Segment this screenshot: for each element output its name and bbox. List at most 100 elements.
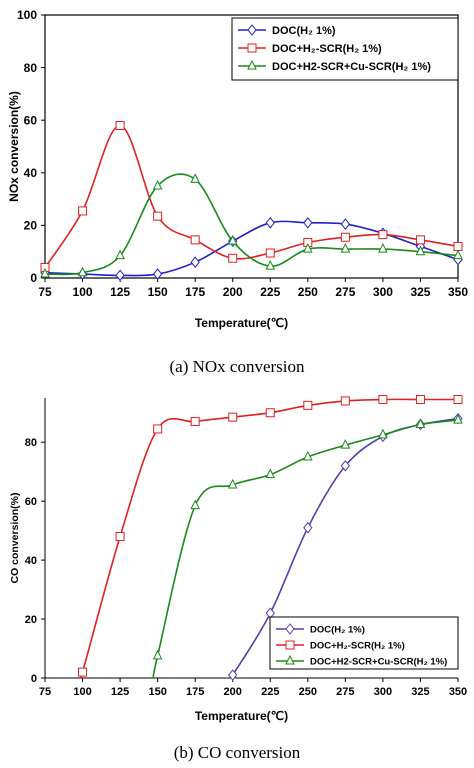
data-point (153, 424, 163, 434)
x-tick-label: 275 (335, 285, 355, 299)
y-axis-label: CO conversion(%) (9, 492, 21, 583)
y-tick-label: 20 (25, 614, 37, 626)
legend-label: DOC+H₂-SCR(H₂ 1%) (272, 43, 382, 55)
legend: DOC(H₂ 1%) DOC+H₂-SCR(H₂ 1%) DOC+H2-SCR+Cu… (269, 616, 459, 670)
y-tick-label: 60 (25, 496, 37, 508)
y-tick-label: 0 (31, 673, 37, 685)
data-point (303, 400, 313, 410)
legend-marker (247, 59, 257, 70)
data-point (77, 266, 88, 277)
x-tick-label: 250 (299, 686, 317, 698)
data-point (228, 669, 238, 681)
chart-caption: (a) NOx conversion (169, 357, 305, 376)
data-point (190, 499, 200, 510)
y-tick-label: 40 (25, 555, 37, 567)
series-0 (40, 216, 463, 282)
x-tick-label: 200 (224, 686, 242, 698)
data-point (340, 396, 350, 406)
data-point (115, 249, 125, 260)
series-1 (40, 120, 463, 272)
data-point (340, 242, 351, 253)
co-conversion-chart: 75 100 125 150 175 200 225 250 275 300 325 350 0 20 40… (9, 394, 467, 762)
x-tick-label: 150 (148, 285, 168, 299)
series-line (45, 173, 459, 276)
x-tick-label: 175 (185, 285, 205, 299)
data-point (152, 649, 163, 660)
y-axis-label: NOx conversion(%) (7, 91, 21, 202)
x-tick-label: 175 (186, 686, 204, 698)
data-point (153, 211, 163, 221)
legend-box (231, 17, 459, 81)
data-point (227, 478, 238, 489)
legend-label: DOC(H₂ 1%) (310, 625, 365, 636)
legend: DOC(H₂ 1%) DOC+H₂-SCR(H₂ 1%) DOC+H2-SCR+Cu… (231, 17, 459, 81)
x-tick-label: 100 (73, 285, 93, 299)
plot-frame (44, 14, 459, 279)
data-point (378, 428, 388, 439)
x-tick-label: 300 (374, 686, 392, 698)
data-point (415, 245, 426, 256)
y-tick-label: 100 (17, 8, 37, 22)
data-point (115, 120, 125, 130)
x-tick-label: 225 (260, 285, 280, 299)
data-point (415, 418, 426, 429)
data-point (40, 267, 50, 278)
data-point (340, 218, 351, 230)
data-point (340, 439, 351, 449)
y-tick-label: 80 (24, 61, 38, 75)
data-point (190, 235, 200, 245)
legend-label: DOC(H₂ 1%) (272, 25, 336, 37)
y-tick-label: 0 (30, 271, 37, 285)
legend-marker (247, 43, 257, 53)
legend-label: DOC+H2-SCR+Cu-SCR(H₂ 1%) (272, 61, 431, 73)
series-1 (78, 394, 463, 678)
data-point (265, 408, 275, 418)
x-tick-label: 325 (410, 285, 430, 299)
data-point (152, 179, 163, 190)
data-point (453, 413, 463, 424)
x-tick-label: 250 (298, 285, 318, 299)
data-point (378, 230, 388, 240)
data-point (228, 253, 238, 263)
data-point (190, 173, 200, 183)
x-axis-label: Temperature(℃) (195, 316, 288, 330)
data-point (190, 256, 200, 269)
x-tick-label: 100 (73, 686, 91, 698)
data-point (378, 394, 388, 404)
x-tick-label: 275 (336, 686, 354, 698)
x-tick-label: 75 (39, 686, 51, 698)
nox-conversion-chart: 75 100 125 150 175 200 225 250 275 300 325 350 0 20 40… (7, 8, 468, 376)
data-point (303, 242, 313, 253)
data-point (303, 521, 313, 534)
legend-marker (285, 654, 295, 665)
data-point (265, 468, 276, 479)
data-point (78, 206, 88, 216)
y-tick-label: 80 (25, 437, 37, 449)
x-tick-label: 225 (261, 686, 279, 698)
legend-label: DOC+H₂-SCR(H₂ 1%) (310, 641, 405, 652)
data-point (115, 532, 125, 542)
y-tick-label: 20 (24, 219, 38, 233)
x-tick-label: 125 (111, 686, 129, 698)
legend-marker (285, 640, 295, 650)
data-point (340, 459, 351, 472)
series-2 (40, 173, 463, 278)
data-point (340, 232, 350, 242)
x-tick-label: 350 (448, 285, 468, 299)
x-tick-label: 125 (110, 285, 130, 299)
data-point (265, 260, 276, 270)
x-axis-label: Temperature(℃) (195, 709, 288, 723)
data-point (228, 412, 238, 422)
legend-marker (285, 623, 295, 635)
y-tick-label: 60 (24, 113, 38, 127)
legend-marker (247, 24, 257, 36)
data-point (453, 241, 463, 251)
data-point (115, 269, 125, 282)
x-tick-label: 325 (411, 686, 429, 698)
series-2 (152, 413, 463, 678)
data-point (190, 417, 200, 427)
data-point (78, 667, 88, 677)
x-tick-label: 350 (449, 686, 467, 698)
data-point (227, 235, 238, 245)
